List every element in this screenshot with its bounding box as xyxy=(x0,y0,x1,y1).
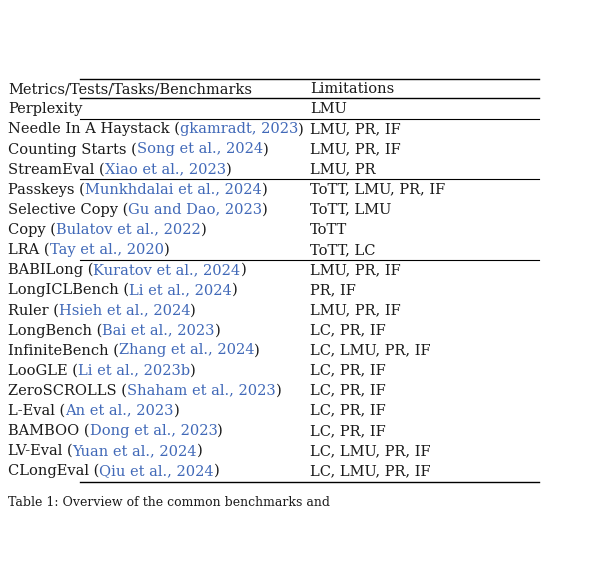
Text: Counting Starts (: Counting Starts ( xyxy=(8,142,137,157)
Text: Zhang et al., 2024: Zhang et al., 2024 xyxy=(119,343,254,358)
Text: ): ) xyxy=(215,323,220,338)
Text: ): ) xyxy=(298,122,304,136)
Text: LongICLBench (: LongICLBench ( xyxy=(8,283,129,297)
Text: LC, LMU, PR, IF: LC, LMU, PR, IF xyxy=(310,444,431,458)
Text: gkamradt, 2023: gkamradt, 2023 xyxy=(180,122,298,136)
Text: ): ) xyxy=(262,203,268,216)
Text: ): ) xyxy=(254,343,260,358)
Text: LV-Eval (: LV-Eval ( xyxy=(8,444,72,458)
Text: LC, PR, IF: LC, PR, IF xyxy=(310,363,386,378)
Text: LC, PR, IF: LC, PR, IF xyxy=(310,383,386,398)
Text: L-Eval (: L-Eval ( xyxy=(8,404,65,418)
Text: Gu and Dao, 2023: Gu and Dao, 2023 xyxy=(128,203,262,216)
Text: ): ) xyxy=(173,404,179,418)
Text: ): ) xyxy=(190,303,196,317)
Text: ): ) xyxy=(240,263,246,277)
Text: ZeroSCROLLS (: ZeroSCROLLS ( xyxy=(8,383,127,398)
Text: Passkeys (: Passkeys ( xyxy=(8,183,85,197)
Text: Li et al., 2023b: Li et al., 2023b xyxy=(78,363,190,378)
Text: Tay et al., 2020: Tay et al., 2020 xyxy=(50,243,164,257)
Text: Shaham et al., 2023: Shaham et al., 2023 xyxy=(127,383,275,398)
Text: Metrics/Tests/Tasks/Benchmarks: Metrics/Tests/Tasks/Benchmarks xyxy=(8,82,252,96)
Text: ToTT, LMU: ToTT, LMU xyxy=(310,203,391,216)
Text: LMU, PR, IF: LMU, PR, IF xyxy=(310,263,400,277)
Text: BAMBOO (: BAMBOO ( xyxy=(8,424,89,438)
Text: PR, IF: PR, IF xyxy=(310,283,356,297)
Text: Xiao et al., 2023: Xiao et al., 2023 xyxy=(104,162,226,176)
Text: Needle In A Haystack (: Needle In A Haystack ( xyxy=(8,122,180,137)
Text: ): ) xyxy=(226,162,231,176)
Text: ): ) xyxy=(197,444,203,458)
Text: Limitations: Limitations xyxy=(310,82,394,96)
Text: Hsieh et al., 2024: Hsieh et al., 2024 xyxy=(59,303,190,317)
Text: LMU, PR: LMU, PR xyxy=(310,162,376,176)
Text: ToTT, LC: ToTT, LC xyxy=(310,243,376,257)
Text: ): ) xyxy=(262,183,267,196)
Text: ): ) xyxy=(164,243,169,257)
Text: LC, PR, IF: LC, PR, IF xyxy=(310,404,386,418)
Text: Copy (: Copy ( xyxy=(8,223,56,237)
Text: Selective Copy (: Selective Copy ( xyxy=(8,203,128,217)
Text: An et al., 2023: An et al., 2023 xyxy=(65,404,173,418)
Text: Li et al., 2024: Li et al., 2024 xyxy=(129,283,232,297)
Text: Qiu et al., 2024: Qiu et al., 2024 xyxy=(99,464,214,478)
Text: Song et al., 2024: Song et al., 2024 xyxy=(137,142,263,156)
Text: LMU, PR, IF: LMU, PR, IF xyxy=(310,303,400,317)
Text: ToTT, LMU, PR, IF: ToTT, LMU, PR, IF xyxy=(310,183,445,196)
Text: StreamEval (: StreamEval ( xyxy=(8,162,104,176)
Text: Kuratov et al., 2024: Kuratov et al., 2024 xyxy=(94,263,240,277)
Text: Perplexity: Perplexity xyxy=(8,102,82,116)
Text: LooGLE (: LooGLE ( xyxy=(8,363,78,378)
Text: ): ) xyxy=(217,424,223,438)
Text: LC, PR, IF: LC, PR, IF xyxy=(310,424,386,438)
Text: Yuan et al., 2024: Yuan et al., 2024 xyxy=(72,444,197,458)
Text: Bulatov et al., 2022: Bulatov et al., 2022 xyxy=(56,223,201,236)
Text: ): ) xyxy=(214,464,220,478)
Text: LongBench (: LongBench ( xyxy=(8,323,102,338)
Text: BABILong (: BABILong ( xyxy=(8,263,94,277)
Text: ): ) xyxy=(190,363,196,378)
Text: LMU: LMU xyxy=(310,102,347,116)
Text: CLongEval (: CLongEval ( xyxy=(8,464,99,478)
Text: LMU, PR, IF: LMU, PR, IF xyxy=(310,142,400,156)
Text: ): ) xyxy=(232,283,237,297)
Text: LC, LMU, PR, IF: LC, LMU, PR, IF xyxy=(310,464,431,478)
Text: ToTT: ToTT xyxy=(310,223,347,236)
Text: LRA (: LRA ( xyxy=(8,243,50,257)
Text: LMU, PR, IF: LMU, PR, IF xyxy=(310,122,400,136)
Text: Ruler (: Ruler ( xyxy=(8,303,59,317)
Text: LC, PR, IF: LC, PR, IF xyxy=(310,323,386,338)
Text: Dong et al., 2023: Dong et al., 2023 xyxy=(89,424,217,438)
Text: Munkhdalai et al., 2024: Munkhdalai et al., 2024 xyxy=(85,183,262,196)
Text: InfiniteBench (: InfiniteBench ( xyxy=(8,343,119,358)
Text: ): ) xyxy=(201,223,207,236)
Text: Table 1: Overview of the common benchmarks and: Table 1: Overview of the common benchmar… xyxy=(8,495,330,509)
Text: ): ) xyxy=(263,142,269,156)
Text: LC, LMU, PR, IF: LC, LMU, PR, IF xyxy=(310,343,431,358)
Text: ): ) xyxy=(275,383,281,398)
Text: Bai et al., 2023: Bai et al., 2023 xyxy=(102,323,215,338)
